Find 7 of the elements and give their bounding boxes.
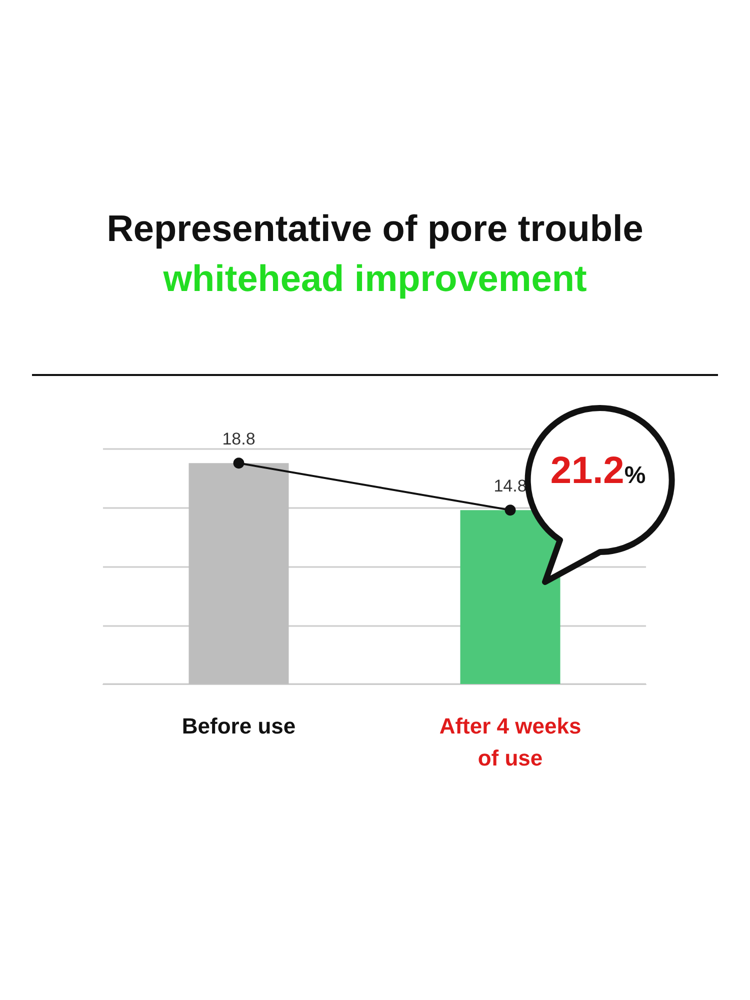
data-label: 18.8 <box>222 430 256 449</box>
x-tick-label: After 4 weeks of use <box>439 714 582 770</box>
chart-title: Representative of pore trouble <box>106 208 644 250</box>
chart-subtitle: whitehead improvement <box>162 258 588 300</box>
x-tick-label: Before use <box>182 714 296 738</box>
annotation: 21.2% <box>549 450 647 493</box>
data-label: 14.8 <box>494 476 527 496</box>
